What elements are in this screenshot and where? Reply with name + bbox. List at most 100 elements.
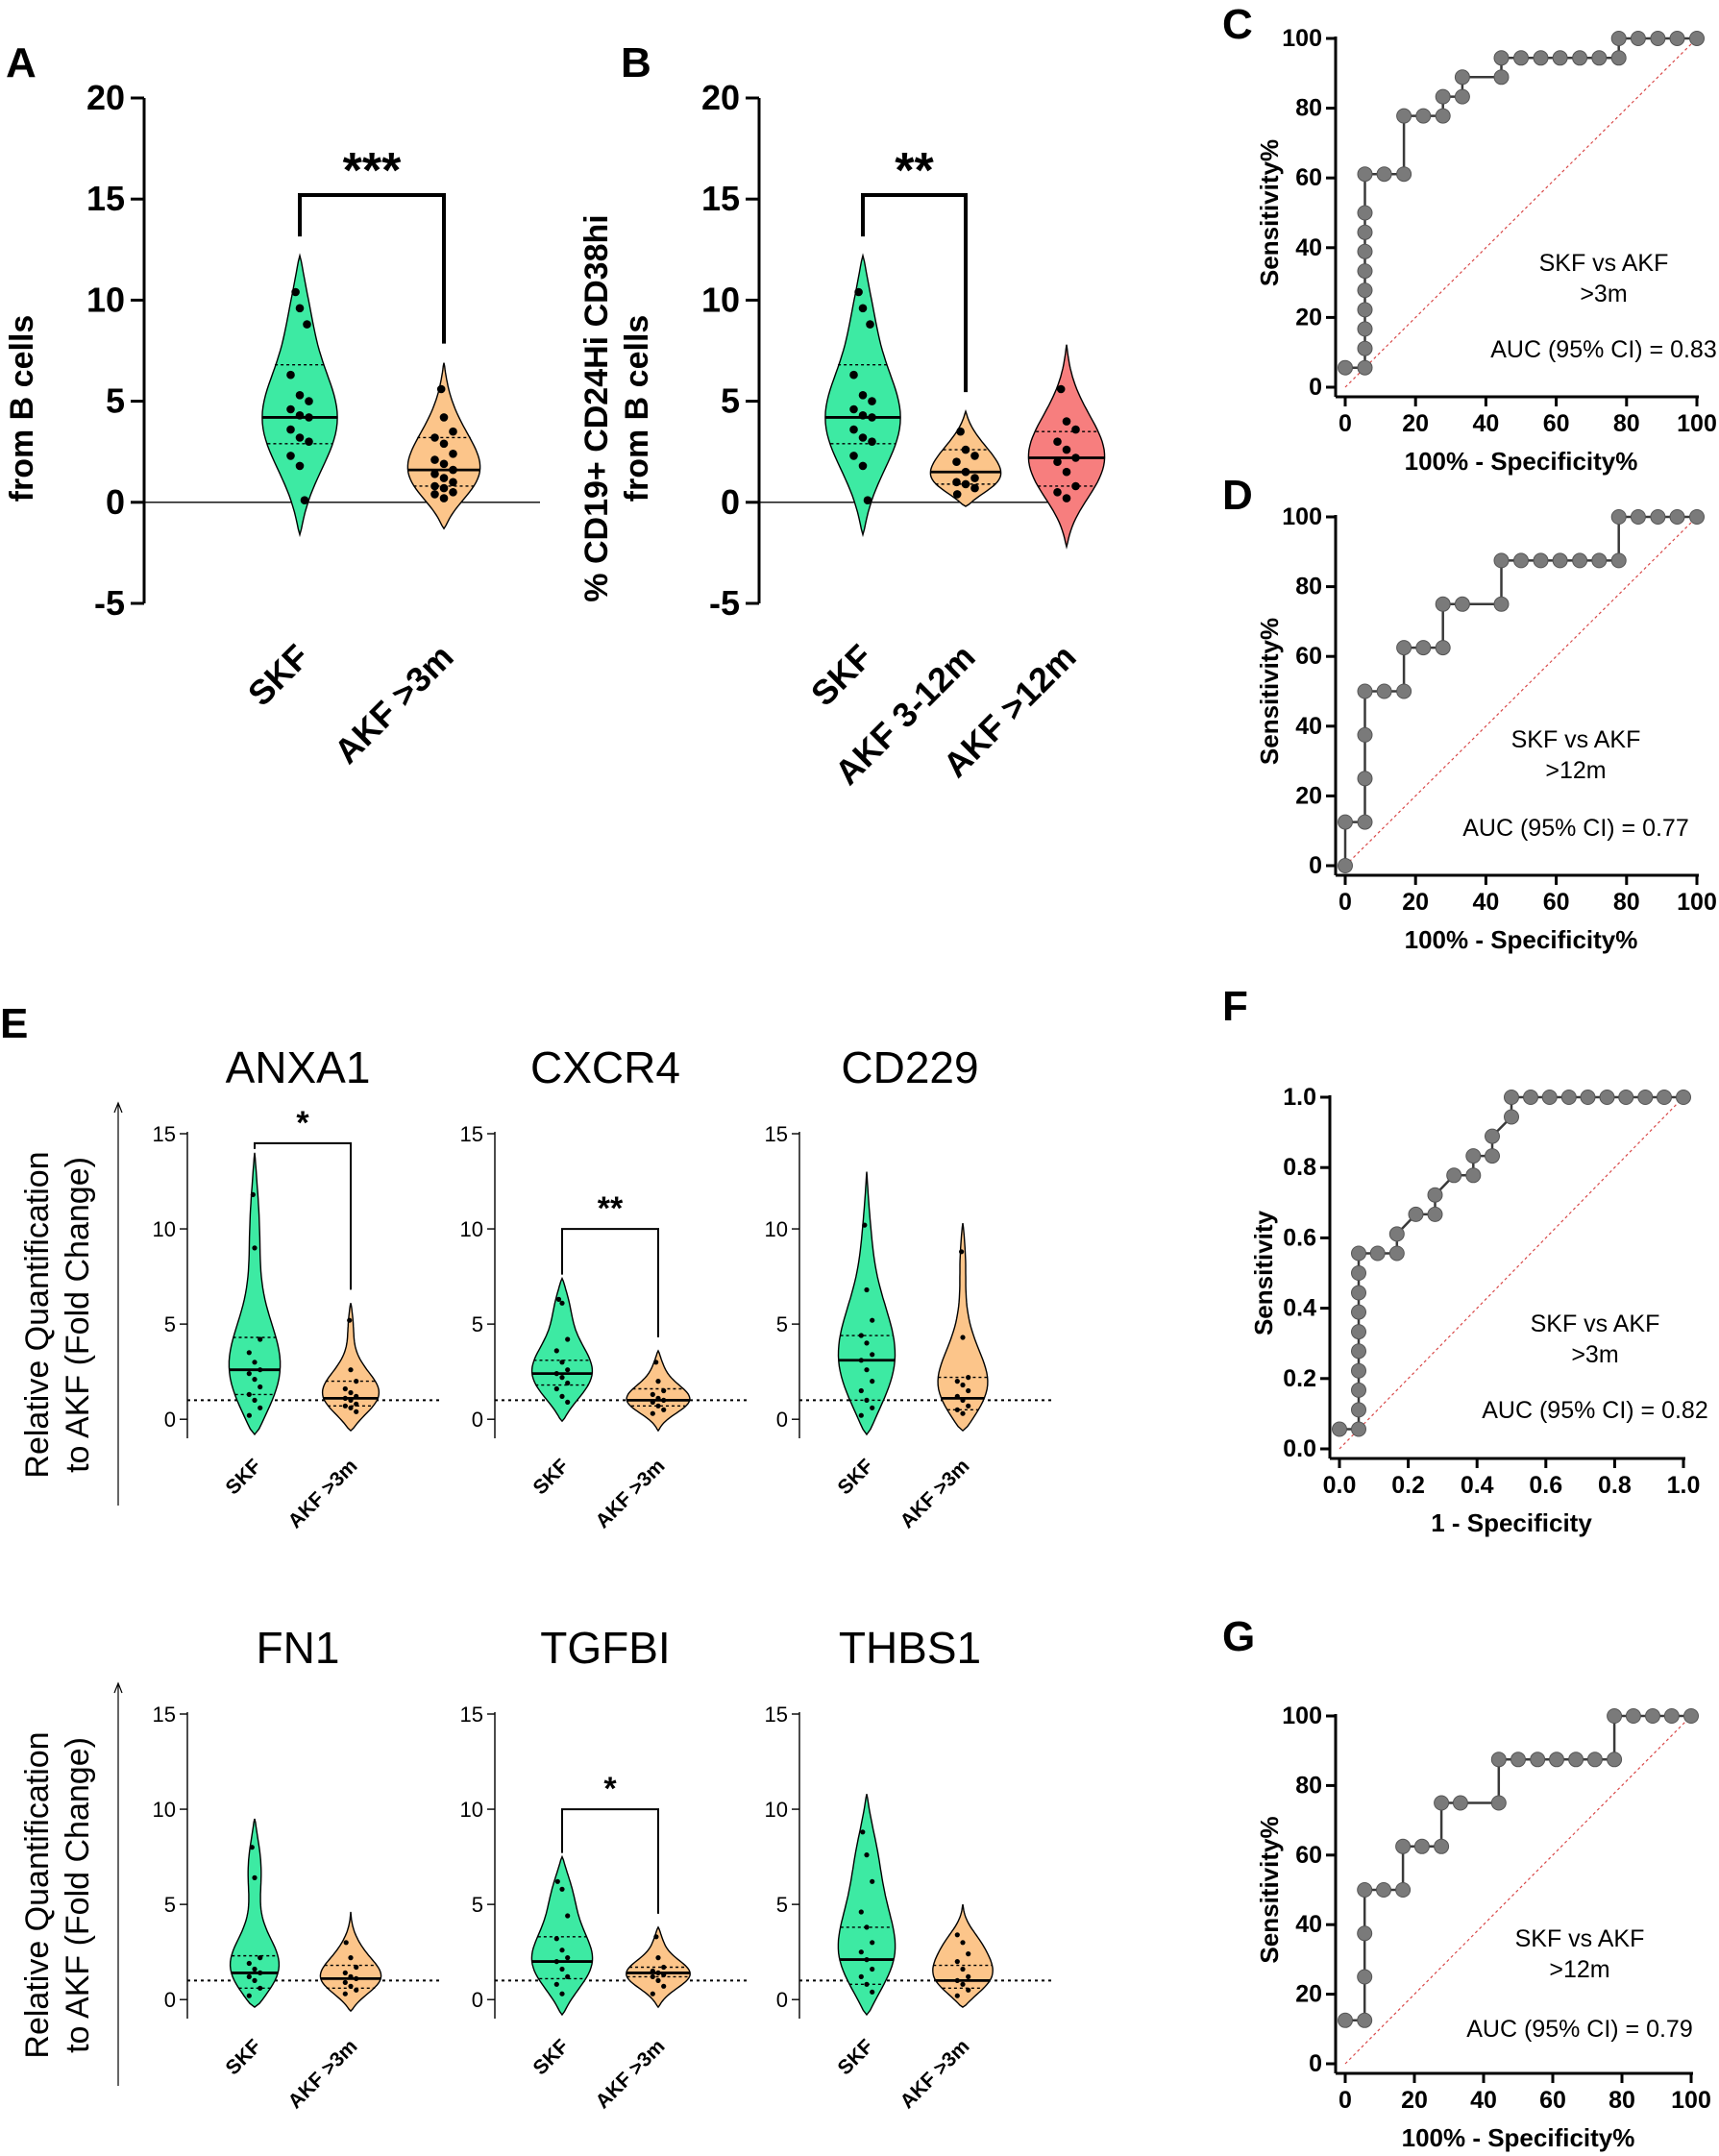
violin-group (228, 1152, 282, 1436)
data-point (559, 1991, 565, 1997)
data-point (1062, 467, 1071, 477)
data-point (650, 1391, 655, 1397)
violin-group (824, 253, 901, 538)
violin-group (530, 1276, 594, 1423)
y-tick-label: 0 (472, 1988, 483, 2012)
data-point (258, 1367, 263, 1373)
data-point (565, 1955, 571, 1961)
roc-point (1357, 302, 1373, 318)
roc-point (1357, 771, 1373, 787)
significance-bracket (561, 1228, 659, 1337)
data-point (966, 1951, 971, 1957)
roc-point (1357, 2012, 1373, 2028)
data-point (961, 445, 970, 454)
data-point (252, 1966, 258, 1972)
data-point (952, 478, 961, 487)
data-point (870, 1989, 875, 1995)
data-point (650, 1968, 655, 1974)
data-point (966, 1387, 971, 1394)
data-point (864, 1957, 870, 1963)
roc-point (1357, 263, 1373, 280)
significance-stars: * (603, 1771, 617, 1807)
data-point (650, 1399, 655, 1405)
data-point (952, 457, 961, 467)
data-point (342, 1979, 348, 1985)
data-point (661, 1972, 667, 1977)
y-tick-label: 0 (776, 1988, 788, 2012)
data-point (661, 1407, 667, 1412)
roc-point (1351, 1324, 1366, 1340)
data-point (960, 1397, 966, 1403)
roc-point (1396, 108, 1412, 124)
data-point (439, 459, 449, 469)
data-point (258, 1985, 263, 1991)
data-point (858, 1973, 864, 1979)
data-point (864, 1397, 870, 1403)
data-point (258, 1955, 263, 1961)
y-tick-label: 10 (701, 280, 740, 319)
y-axis-label: to AKF (Fold Change) (60, 1157, 96, 1473)
violin-body (229, 1818, 281, 2008)
auc-label: AUC (95% CI) = 0.83 (1490, 336, 1717, 363)
roc-point (1663, 1708, 1680, 1724)
auc-label: AUC (95% CI) = 0.79 (1466, 2016, 1693, 2043)
x-category-label: SKF (222, 1455, 266, 1499)
data-point (250, 1191, 256, 1197)
roc-point (1415, 640, 1432, 656)
y-tick-label: 0 (1309, 852, 1322, 879)
roc-point (1504, 1109, 1519, 1125)
roc-point (1591, 552, 1608, 569)
data-point (449, 465, 457, 475)
roc-point (1376, 683, 1392, 699)
data-point (1071, 453, 1080, 462)
roc-point (1351, 1362, 1366, 1379)
x-tick-label: 80 (1608, 2087, 1635, 2114)
x-axis-label: 100% - Specificity% (1402, 2123, 1635, 2152)
x-category-label: SKF (529, 2035, 574, 2079)
comparison-label: SKF vs AKF (1539, 250, 1669, 277)
data-point (354, 1379, 359, 1384)
data-point (661, 1387, 667, 1394)
roc-point (1357, 340, 1373, 356)
data-point (449, 427, 457, 436)
y-tick-label: 80 (1295, 95, 1322, 122)
violin-group (319, 1911, 382, 2013)
data-point (966, 1375, 971, 1381)
roc-point (1454, 69, 1470, 86)
data-point (849, 370, 858, 380)
data-point (858, 304, 868, 313)
roc-point (1637, 1090, 1654, 1105)
roc-point (1351, 1421, 1366, 1437)
subplot-cd229: CD229 0 5 10 15 SKF AKF >3m (765, 1042, 1054, 1532)
y-tick-label: 40 (1295, 713, 1322, 740)
data-point (868, 397, 876, 405)
data-point (655, 1977, 661, 1983)
data-point (295, 304, 305, 313)
y-tick-label: 40 (1295, 234, 1322, 261)
y-axis-label: Relative Quantification (19, 1731, 56, 2058)
data-point (650, 1991, 655, 1997)
auc-label: AUC (95% CI) = 0.82 (1482, 1397, 1708, 1424)
data-point (305, 437, 313, 447)
data-point (258, 1970, 263, 1975)
data-point (553, 1936, 559, 1942)
data-point (449, 478, 457, 487)
roc-point (1395, 1838, 1412, 1854)
data-point (348, 1405, 354, 1410)
roc-point (1338, 2012, 1353, 2028)
data-point (864, 1852, 870, 1858)
data-point (553, 1385, 559, 1392)
data-point (966, 1973, 971, 1979)
data-point (849, 404, 858, 414)
roc-point (1560, 1090, 1577, 1105)
roc-point (1351, 1382, 1366, 1398)
label-arrowhead (113, 1101, 123, 1114)
y-tick-label: 5 (164, 1312, 176, 1336)
data-point (655, 1403, 661, 1409)
roc-point (1572, 50, 1588, 66)
roc-point (1434, 1795, 1450, 1811)
data-point (354, 1409, 359, 1414)
roc-point (1493, 552, 1510, 569)
x-category-label: SKF (222, 2035, 266, 2079)
data-point (300, 496, 309, 504)
